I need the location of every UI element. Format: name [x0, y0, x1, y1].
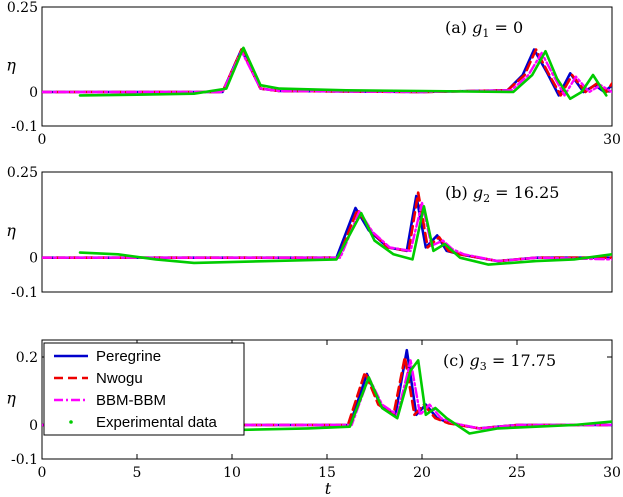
legend-box: [43, 342, 245, 436]
x-tick-label: 10: [223, 465, 241, 481]
panel-2: 0.25 0 -0.1 η (b) g2 = 16.25: [6, 165, 613, 301]
panel-label-value: = 16.25: [490, 183, 559, 202]
x-tick-label: 30: [603, 465, 621, 481]
axes-box: [41, 171, 613, 293]
x-tick-label: 5: [133, 465, 142, 481]
panel-label: (a) g1 = 0: [445, 18, 523, 40]
y-tick-label: 0: [29, 85, 38, 101]
x-tick-label: 0: [38, 465, 47, 481]
panel-label-var: g: [473, 183, 483, 202]
x-tick-label: 15: [318, 465, 336, 481]
series-group: [42, 46, 612, 101]
legend-label-nwogu: Nwogu: [96, 370, 143, 387]
series-group: [42, 191, 612, 266]
x-tick-label: 25: [508, 465, 526, 481]
panel-label-prefix: (b): [445, 183, 473, 202]
y-tick-label: 0.25: [7, 0, 38, 16]
x-axis-label: t: [325, 479, 332, 497]
panel-label-prefix: (c): [443, 351, 470, 370]
x-tick-label: 0: [38, 132, 47, 148]
panel-label-var: g: [472, 18, 482, 37]
axes-box: [41, 6, 613, 127]
series-line-peregrine: [42, 194, 612, 263]
y-tick-label: -0.1: [11, 285, 38, 301]
y-tick-label: -0.1: [11, 452, 38, 468]
panel-label-value: = 17.75: [487, 351, 556, 370]
x-tick-label: 20: [413, 465, 431, 481]
legend: Peregrine Nwogu BBM-BBM Experimental data: [43, 342, 245, 436]
series-group: [42, 348, 612, 435]
series-line-experimental: [230, 359, 612, 435]
series-line-experimental: [78, 46, 608, 101]
series-line-experimental: [78, 205, 612, 266]
y-tick-label: 0: [29, 251, 38, 267]
legend-marker-experimental: [69, 420, 73, 424]
panel-label-sub: 1: [482, 27, 489, 40]
y-tick-label: 0.25: [7, 165, 38, 181]
panel-label-sub: 3: [480, 360, 487, 373]
panel-label-sub: 2: [483, 192, 490, 205]
panel-3: 0.20-0.10 5 10 15 20 25 30η(c) g3 = 17.75: [6, 339, 621, 481]
y-axis-label: η: [6, 389, 16, 408]
x-axis-label-text: t: [325, 479, 332, 497]
panel-label: (b) g2 = 16.25: [445, 183, 559, 205]
panel-label-prefix: (a): [445, 18, 472, 37]
series-line-bbm: [42, 201, 612, 263]
y-tick-label: 0: [29, 418, 38, 434]
series-line-nwogu: [42, 48, 612, 97]
y-axis-label: η: [6, 56, 16, 75]
x-tick-label: 30: [603, 132, 621, 148]
panel-1: 0.250-0.10 30η(a) g1 = 0: [6, 0, 621, 148]
y-tick-label: 0.2: [16, 350, 38, 366]
legend-label-bbm: BBM-BBM: [96, 392, 166, 409]
panels: 0.250-0.10 30η(a) g1 = 00.250-0.1η(b) g2 …: [6, 0, 621, 481]
series-line-nwogu: [42, 191, 612, 263]
panel-label-value: = 0: [489, 18, 523, 37]
legend-label-peregrine: Peregrine: [96, 348, 161, 365]
panel-label: (c) g3 = 17.75: [443, 351, 556, 373]
panel-label-var: g: [470, 351, 480, 370]
legend-label-experimental: Experimental data: [96, 414, 218, 431]
y-tick-label: -0.1: [11, 119, 38, 135]
y-axis-label: η: [6, 221, 16, 240]
